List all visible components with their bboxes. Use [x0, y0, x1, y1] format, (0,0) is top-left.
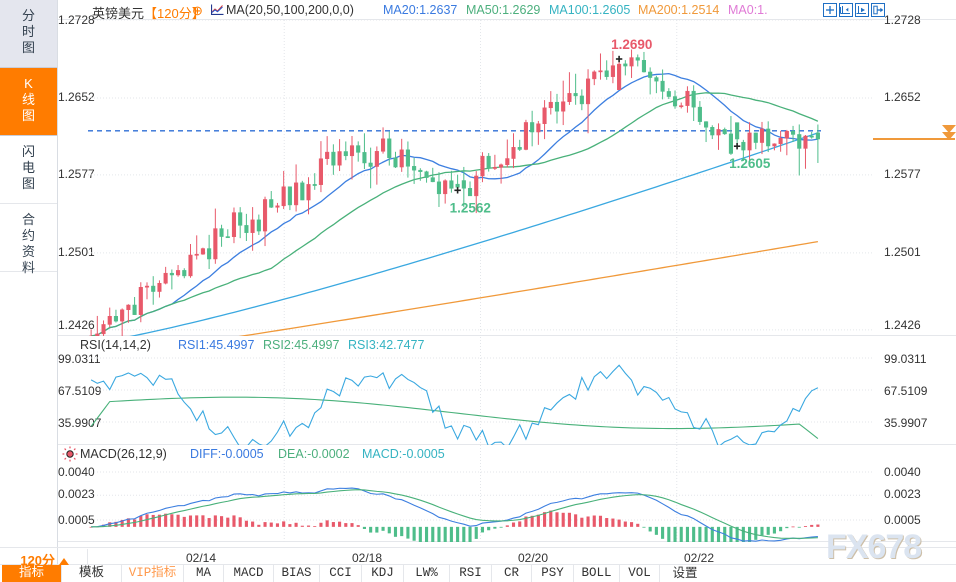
svg-text:1.2605: 1.2605 [729, 156, 771, 171]
svg-text:1.2562: 1.2562 [450, 200, 491, 215]
svg-text:1.2690: 1.2690 [611, 37, 652, 52]
